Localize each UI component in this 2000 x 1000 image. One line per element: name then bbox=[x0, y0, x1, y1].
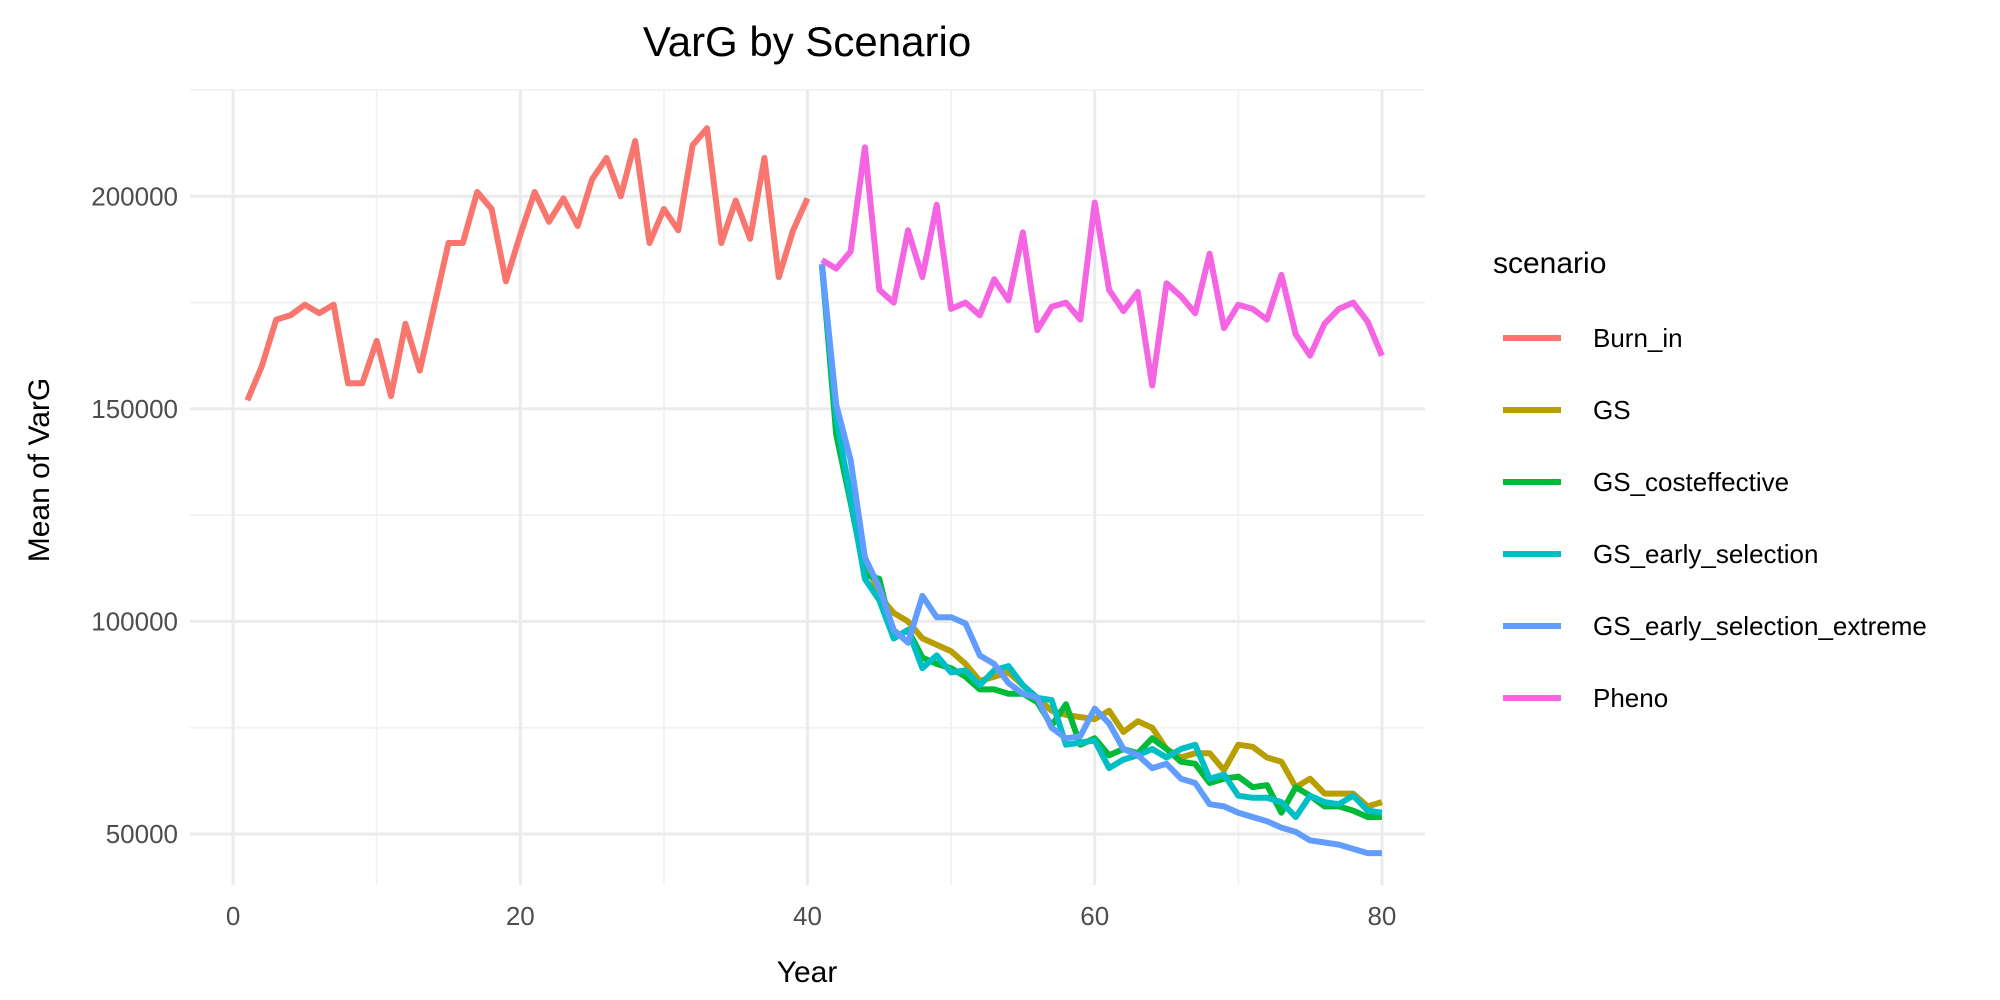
y-axis-ticks: 50000 100000 150000 200000 bbox=[91, 181, 178, 849]
y-tick-label: 200000 bbox=[91, 181, 178, 211]
legend-label-burn-in: Burn_in bbox=[1593, 323, 1683, 353]
chart-title: VarG by Scenario bbox=[643, 18, 971, 65]
series-line-gs-early-selection bbox=[818, 264, 1383, 820]
y-tick-label: 100000 bbox=[91, 606, 178, 636]
x-tick-label: 40 bbox=[793, 901, 822, 931]
series-line-burn-in bbox=[244, 125, 811, 402]
x-tick-label: 80 bbox=[1367, 901, 1396, 931]
x-tick-label: 0 bbox=[226, 901, 240, 931]
x-tick-label: 20 bbox=[506, 901, 535, 931]
x-tick-label: 60 bbox=[1080, 901, 1109, 931]
series-line-pheno bbox=[820, 144, 1385, 389]
legend-label-gs: GS bbox=[1593, 395, 1631, 425]
major-gridlines bbox=[190, 90, 1425, 885]
series-line-gs bbox=[818, 264, 1383, 810]
series-line-gs-costeffective bbox=[818, 264, 1382, 820]
legend: scenario Burn_in GS GS_costeffective GS_ear… bbox=[1493, 247, 1927, 713]
legend-label-gs-early-selection: GS_early_selection bbox=[1593, 539, 1818, 569]
y-axis-title: Mean of VarG bbox=[23, 378, 56, 563]
y-tick-label: 150000 bbox=[91, 394, 178, 424]
x-axis-title: Year bbox=[777, 956, 838, 989]
legend-title: scenario bbox=[1493, 247, 1606, 280]
series-lines bbox=[244, 125, 1385, 857]
y-tick-label: 50000 bbox=[106, 819, 178, 849]
series-line-gs-early-selection-extreme bbox=[818, 263, 1382, 857]
legend-label-gs-costeffective: GS_costeffective bbox=[1593, 467, 1789, 497]
legend-label-pheno: Pheno bbox=[1593, 683, 1668, 713]
legend-label-gs-early-selection-extreme: GS_early_selection_extreme bbox=[1593, 611, 1927, 641]
x-axis-ticks: 0 20 40 60 80 bbox=[226, 901, 1397, 931]
